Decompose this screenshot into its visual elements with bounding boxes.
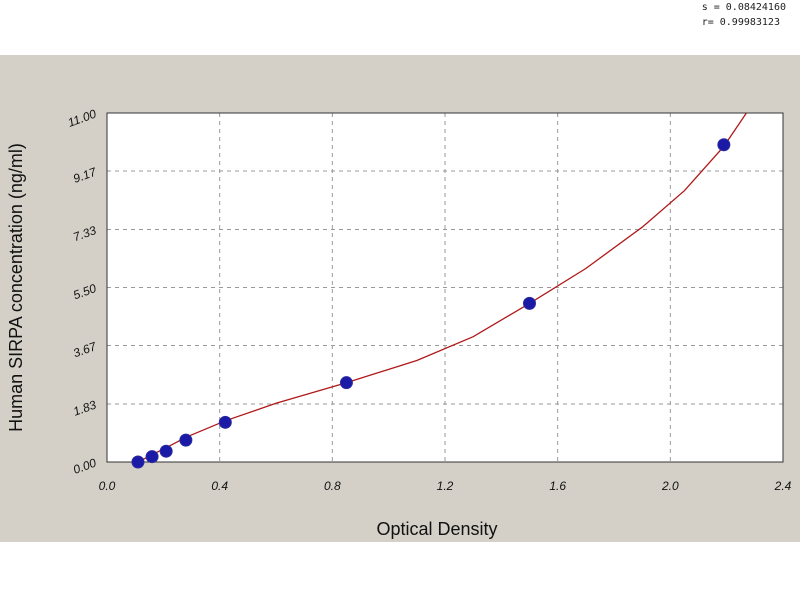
data-point (179, 433, 193, 447)
chart-svg: 0.0 0.4 0.8 1.2 1.6 2.0 2.4 0.00 1.83 3.67 5.50 7.3… (6, 107, 792, 539)
y-tick-label: 1.83 (71, 397, 98, 418)
x-tick-label: 1.2 (437, 479, 454, 493)
y-axis-title: Human SIRPA concentration (ng/ml) (6, 143, 26, 432)
data-point (131, 455, 145, 469)
x-tick-label: 0.4 (211, 479, 228, 493)
chart-figure: 0.0 0.4 0.8 1.2 1.6 2.0 2.4 0.00 1.83 3.67 5.50 7.3… (0, 55, 800, 542)
x-tick-label: 1.6 (549, 479, 566, 493)
x-tick-label: 0.8 (324, 479, 341, 493)
fit-statistics: s = 0.08424160 r= 0.99983123 (702, 0, 786, 30)
data-point (145, 450, 159, 464)
y-tick-label: 11.00 (66, 107, 98, 130)
data-point (717, 138, 731, 152)
data-point (218, 415, 232, 429)
y-tick-label: 9.17 (71, 164, 99, 186)
x-tick-label: 2.0 (661, 479, 679, 493)
y-tick-label: 3.67 (71, 339, 99, 361)
x-axis-title: Optical Density (376, 519, 497, 539)
fit-curve (136, 113, 747, 462)
data-point (523, 296, 536, 310)
r-value-text: r= 0.99983123 (701, 17, 780, 28)
data-point (339, 376, 353, 390)
plot-frame (106, 112, 784, 463)
x-tick-label: 0.0 (99, 479, 116, 493)
y-tick-label: 7.33 (71, 223, 98, 244)
y-tick-label: 0.00 (71, 456, 98, 477)
y-tick-label: 5.50 (71, 281, 98, 302)
s-value-text: s = 0.08424160 (701, 2, 786, 13)
x-tick-label: 2.4 (774, 479, 792, 493)
data-point (159, 444, 173, 458)
